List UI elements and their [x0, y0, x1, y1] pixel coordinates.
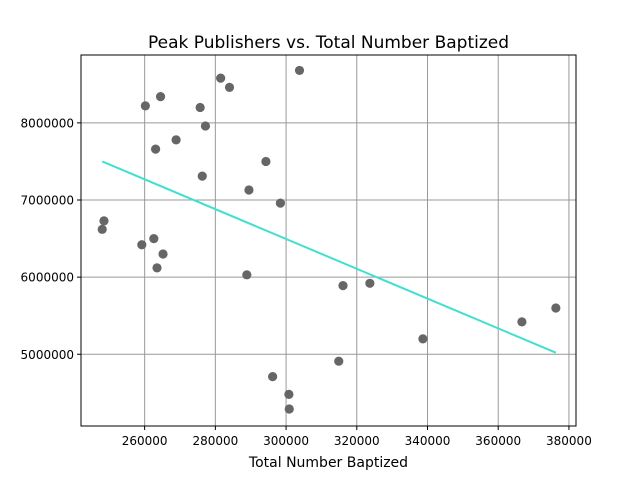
data-point	[195, 102, 205, 113]
chart-title: Peak Publishers vs. Total Number Baptize…	[148, 33, 509, 53]
data-point	[365, 278, 375, 288]
data-point	[155, 92, 166, 102]
data-point	[242, 270, 252, 280]
data-point	[200, 121, 211, 131]
x-tick-label: 360000	[475, 434, 521, 448]
y-tick-label: 6000000	[21, 271, 74, 285]
x-tick-label: 300000	[263, 434, 309, 448]
data-point	[551, 303, 561, 313]
data-point	[224, 82, 235, 92]
data-point	[151, 144, 161, 154]
trend-line	[101, 160, 557, 354]
data-point	[268, 372, 278, 382]
data-point	[158, 249, 168, 259]
data-points	[97, 65, 561, 414]
data-point	[275, 198, 286, 208]
x-tick-label: 320000	[334, 434, 380, 448]
data-point	[149, 233, 159, 244]
x-tick-label: 340000	[405, 434, 451, 448]
data-point	[140, 101, 150, 111]
x-axis-label: Total Number Baptized	[248, 455, 408, 471]
data-point	[99, 216, 109, 226]
y-tick-label: 5000000	[21, 348, 74, 362]
data-point	[137, 240, 147, 250]
data-point	[197, 171, 207, 181]
data-point	[171, 135, 181, 145]
y-tick-label: 8000000	[21, 116, 74, 130]
x-tick-label: 380000	[546, 434, 592, 448]
data-point	[338, 281, 348, 291]
data-point	[418, 334, 428, 344]
data-point	[517, 317, 527, 327]
data-point	[284, 389, 294, 399]
data-point	[216, 73, 226, 83]
y-tick-label: 7000000	[21, 194, 74, 208]
data-point	[152, 263, 162, 273]
data-point	[284, 404, 294, 414]
x-tick-label: 280000	[192, 434, 238, 448]
trendline-layer	[101, 160, 557, 354]
x-tick-label: 260000	[122, 434, 168, 448]
data-point	[97, 224, 107, 234]
data-point	[244, 185, 254, 195]
data-point	[261, 156, 271, 167]
grid-lines	[81, 55, 576, 426]
plot-frame	[80, 54, 577, 427]
axis-ticks: 260000 280000 300000 320000 340000 360000 3800…	[21, 116, 592, 448]
data-point	[334, 356, 344, 366]
data-point	[294, 65, 305, 76]
